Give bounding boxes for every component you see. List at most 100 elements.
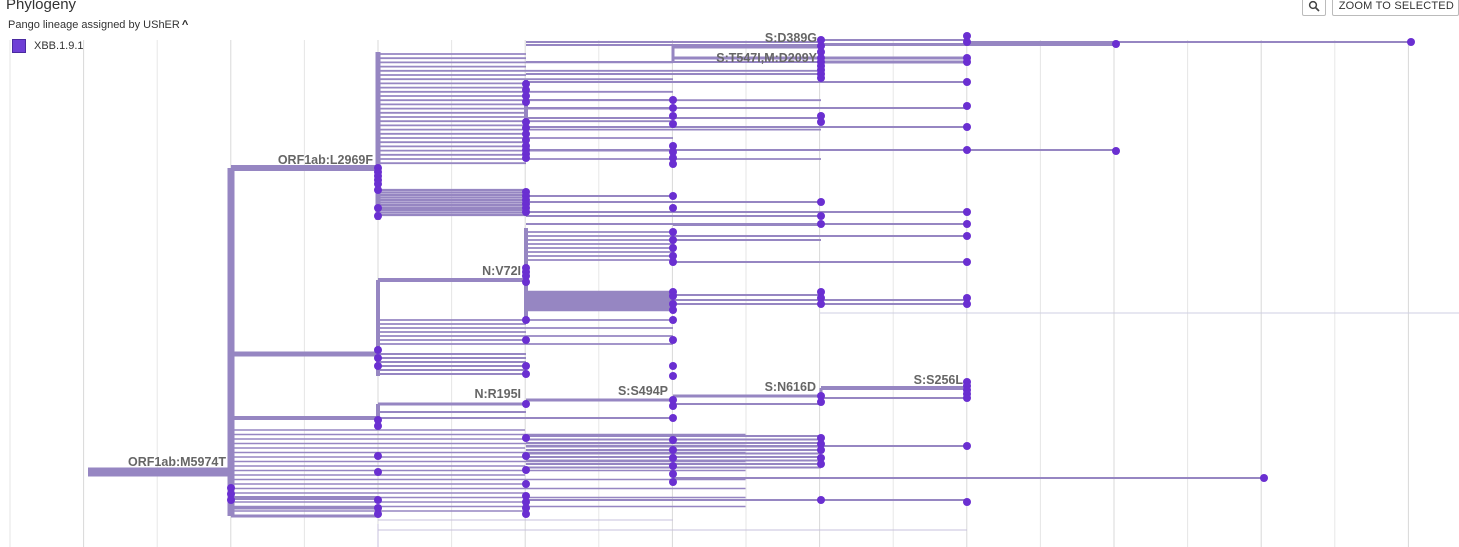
tree-node[interactable] <box>669 300 677 308</box>
tree-node[interactable] <box>374 362 382 370</box>
tree-node[interactable] <box>374 186 382 194</box>
tree-node[interactable] <box>963 58 971 66</box>
tree-nodes[interactable] <box>227 32 1415 518</box>
tree-node[interactable] <box>374 452 382 460</box>
tree-node[interactable] <box>522 362 530 370</box>
color-by-selector[interactable]: Pango lineage assigned by UShER ^ <box>8 19 188 31</box>
tree-node[interactable] <box>522 504 530 512</box>
tree-node[interactable] <box>963 258 971 266</box>
tree-node[interactable] <box>1260 474 1268 482</box>
tree-node[interactable] <box>522 278 530 286</box>
tree-node[interactable] <box>963 102 971 110</box>
tree-node[interactable] <box>817 300 825 308</box>
tree-node[interactable] <box>374 468 382 476</box>
tree-node[interactable] <box>522 130 530 138</box>
tree-node[interactable] <box>817 36 825 44</box>
tree-node[interactable] <box>522 400 530 408</box>
tree-node[interactable] <box>1112 40 1120 48</box>
tree-node[interactable] <box>522 92 530 100</box>
tree-node[interactable] <box>963 232 971 240</box>
tree-node[interactable] <box>522 480 530 488</box>
tree-node[interactable] <box>374 204 382 212</box>
tree-node[interactable] <box>817 454 825 462</box>
tree-node[interactable] <box>1112 147 1120 155</box>
tree-node[interactable] <box>522 452 530 460</box>
tree-node[interactable] <box>817 398 825 406</box>
tree-node[interactable] <box>669 478 677 486</box>
tree-node[interactable] <box>669 142 677 150</box>
tree-node[interactable] <box>374 212 382 220</box>
tree-node[interactable] <box>963 78 971 86</box>
tree-node[interactable] <box>374 496 382 504</box>
tree-node[interactable] <box>817 48 825 56</box>
tree-node[interactable] <box>669 120 677 128</box>
tree-node[interactable] <box>522 136 530 144</box>
tree-node[interactable] <box>669 306 677 314</box>
chevron-up-icon[interactable]: ^ <box>181 19 189 31</box>
tree-node[interactable] <box>522 466 530 474</box>
tree-node[interactable] <box>522 124 530 132</box>
tree-node[interactable] <box>522 272 530 280</box>
tree-node[interactable] <box>522 434 530 442</box>
tree-node[interactable] <box>669 316 677 324</box>
tree-node[interactable] <box>669 454 677 462</box>
tree-node[interactable] <box>669 446 677 454</box>
tree-node[interactable] <box>669 160 677 168</box>
tree-node[interactable] <box>227 496 235 504</box>
tree-node[interactable] <box>669 236 677 244</box>
tree-node[interactable] <box>817 496 825 504</box>
tree-node[interactable] <box>669 112 677 120</box>
tree-node[interactable] <box>522 498 530 506</box>
tree-node[interactable] <box>669 258 677 266</box>
tree-node[interactable] <box>522 80 530 88</box>
tree-node[interactable] <box>669 192 677 200</box>
tree-node[interactable] <box>669 414 677 422</box>
zoom-button[interactable] <box>1301 0 1326 16</box>
tree-node[interactable] <box>522 98 530 106</box>
tree-node[interactable] <box>963 498 971 506</box>
tree-node[interactable] <box>522 316 530 324</box>
tree-node[interactable] <box>522 118 530 126</box>
tree-node[interactable] <box>669 462 677 470</box>
tree-node[interactable] <box>669 148 677 156</box>
tree-node[interactable] <box>374 354 382 362</box>
tree-node[interactable] <box>669 154 677 162</box>
tree-node[interactable] <box>374 510 382 518</box>
tree-node[interactable] <box>669 228 677 236</box>
tree-node[interactable] <box>817 460 825 468</box>
tree-node[interactable] <box>817 198 825 206</box>
tree-node[interactable] <box>669 204 677 212</box>
tree-node[interactable] <box>669 470 677 478</box>
tree-node[interactable] <box>817 220 825 228</box>
tree-node[interactable] <box>522 510 530 518</box>
tree-node[interactable] <box>669 252 677 260</box>
tree-node[interactable] <box>963 394 971 402</box>
tree-node[interactable] <box>817 392 825 400</box>
tree-node[interactable] <box>522 154 530 162</box>
tree-node[interactable] <box>963 442 971 450</box>
tree-node[interactable] <box>963 32 971 40</box>
tree-node[interactable] <box>817 42 825 50</box>
tree-node[interactable] <box>374 422 382 430</box>
tree-node[interactable] <box>522 208 530 216</box>
tree-node[interactable] <box>669 336 677 344</box>
tree-node[interactable] <box>963 208 971 216</box>
tree-node[interactable] <box>817 112 825 120</box>
tree-node[interactable] <box>963 38 971 46</box>
tree-node[interactable] <box>817 440 825 448</box>
tree-node[interactable] <box>374 180 382 188</box>
tree-node[interactable] <box>817 446 825 454</box>
tree-node[interactable] <box>522 492 530 500</box>
tree-node[interactable] <box>227 484 235 492</box>
tree-node[interactable] <box>669 104 677 112</box>
tree-node[interactable] <box>374 416 382 424</box>
tree-node[interactable] <box>522 86 530 94</box>
tree-node[interactable] <box>374 346 382 354</box>
tree-node[interactable] <box>817 118 825 126</box>
tree-node[interactable] <box>817 434 825 442</box>
tree-node[interactable] <box>963 123 971 131</box>
tree-node[interactable] <box>669 402 677 410</box>
tree-node[interactable] <box>817 74 825 82</box>
tree-node[interactable] <box>963 294 971 302</box>
